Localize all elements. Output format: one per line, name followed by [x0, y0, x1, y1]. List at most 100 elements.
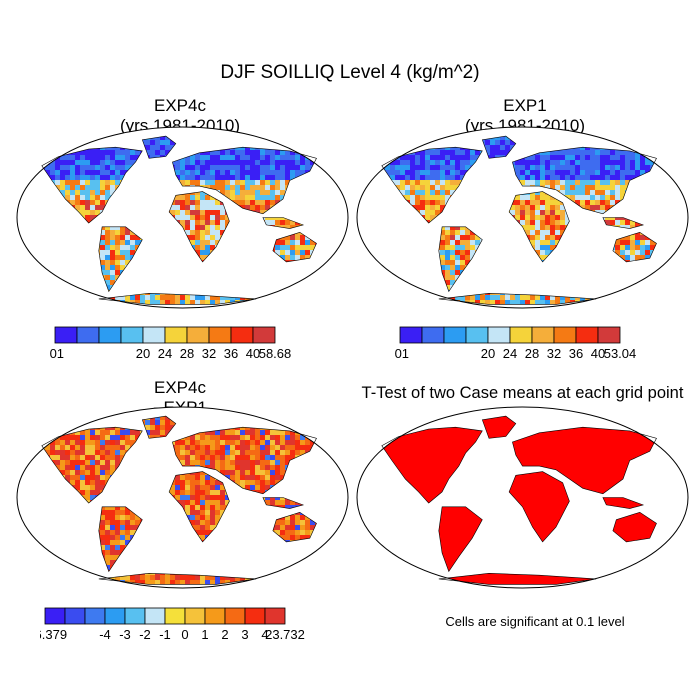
- colorbar-box: [531, 326, 555, 344]
- panel-title-line1: EXP4c: [154, 96, 206, 115]
- colorbar-box: [120, 326, 144, 344]
- coastline-indonesia: [262, 497, 305, 509]
- coastline-indonesia: [602, 217, 645, 229]
- map-border: [16, 126, 349, 309]
- coastline-australia: [272, 231, 317, 263]
- colorbar-box: [144, 607, 166, 625]
- coastline-africa: [168, 471, 230, 543]
- coastline-northAmerica: [41, 426, 143, 504]
- coastline-southAmerica: [98, 506, 143, 573]
- coastline-southAmerica: [98, 226, 143, 293]
- significance-note: Cells are significant at 0.1 level: [445, 614, 625, 629]
- colorbar-box: [443, 326, 467, 344]
- coastline-greenland: [141, 415, 177, 439]
- colorbar-box: [264, 607, 286, 625]
- colorbar-label: 24: [158, 346, 172, 361]
- coastline-northAmerica: [41, 146, 143, 224]
- coastline-greenland: [141, 135, 177, 159]
- colorbar-box: [98, 326, 122, 344]
- map-border: [356, 406, 689, 589]
- colorbar-box: [44, 607, 66, 625]
- colorbar-box: [54, 326, 78, 344]
- map-diff: [16, 406, 349, 589]
- coastline-africa: [508, 471, 570, 543]
- coastline-africa: [168, 191, 230, 263]
- map-border: [356, 126, 689, 309]
- map-border: [16, 406, 349, 589]
- colorbar-label: 36: [569, 346, 583, 361]
- colorbar-box: [244, 607, 266, 625]
- coastline-greenland: [481, 415, 517, 439]
- colorbar-box: [104, 607, 126, 625]
- colorbar-label: -2: [139, 627, 151, 642]
- colorbar-box: [597, 326, 621, 344]
- colorbar-box: [186, 326, 210, 344]
- colorbar-label: 58.68: [259, 346, 292, 361]
- colorbar-box: [164, 326, 188, 344]
- colorbar-label: 1: [201, 627, 208, 642]
- colorbar-box: [399, 326, 423, 344]
- colorbar-label: .01: [395, 346, 409, 361]
- colorbar-box: [76, 326, 100, 344]
- coastline-northAmerica: [381, 146, 483, 224]
- colorbar-label: 23.732: [265, 627, 305, 642]
- colorbar-box: [164, 607, 186, 625]
- map-exp4c: [16, 126, 349, 309]
- colorbar-box: [575, 326, 599, 344]
- colorbar-label: 0: [181, 627, 188, 642]
- colorbar-label: 28: [180, 346, 194, 361]
- colorbar-box: [553, 326, 577, 344]
- map-exp1: [356, 126, 689, 309]
- colorbar-label: .01: [50, 346, 64, 361]
- colorbar-label: 32: [202, 346, 216, 361]
- coastline-australia: [612, 231, 657, 263]
- colorbar-label: -3: [119, 627, 131, 642]
- colorbar-label: 40: [591, 346, 605, 361]
- figure-title: DJF SOILLIQ Level 4 (kg/m^2): [220, 62, 480, 83]
- panel-title-ttest: T-Test of two Case means at each grid po…: [350, 383, 695, 403]
- colorbar-label: 32: [547, 346, 561, 361]
- colorbar-label: 20: [136, 346, 150, 361]
- colorbar-label: 3: [241, 627, 248, 642]
- colorbar-label: 20: [481, 346, 495, 361]
- coastline-northAmerica: [381, 426, 483, 504]
- colorbar-box: [230, 326, 254, 344]
- coastline-eurasia: [512, 426, 657, 495]
- colorbar-box: [224, 607, 246, 625]
- coastline-eurasia: [172, 146, 317, 215]
- colorbar-box: [465, 326, 489, 344]
- map-ttest: [356, 406, 689, 589]
- coastline-indonesia: [602, 497, 645, 509]
- panel-title-line1: T-Test of two Case means at each grid po…: [361, 384, 684, 402]
- colorbar-box: [124, 607, 146, 625]
- colorbar-label: 28: [525, 346, 539, 361]
- panel-title-line1: EXP4c: [154, 378, 206, 397]
- coastline-greenland: [481, 135, 517, 159]
- colorbar-box: [64, 607, 86, 625]
- colorbar-label: 53.04: [604, 346, 637, 361]
- colorbar-box: [509, 326, 533, 344]
- colorbar-label: -16.379: [40, 627, 67, 642]
- coastline-australia: [272, 511, 317, 543]
- coastline-africa: [508, 191, 570, 263]
- colorbar-box: [84, 607, 106, 625]
- coastline-southAmerica: [438, 506, 483, 573]
- coastline-indonesia: [262, 217, 305, 229]
- colorbar-box: [184, 607, 206, 625]
- colorbar-label: 40: [246, 346, 260, 361]
- colorbar-label: 24: [503, 346, 517, 361]
- colorbar-box: [208, 326, 232, 344]
- colorbar-box: [252, 326, 276, 344]
- colorbar-label: 2: [221, 627, 228, 642]
- colorbar-box: [142, 326, 166, 344]
- colorbar-label: 36: [224, 346, 238, 361]
- colorbar-label: 4: [261, 627, 268, 642]
- coastline-eurasia: [512, 146, 657, 215]
- coastline-southAmerica: [438, 226, 483, 293]
- colorbar-label: -1: [159, 627, 171, 642]
- coastline-eurasia: [172, 426, 317, 495]
- colorbar-label: -4: [99, 627, 111, 642]
